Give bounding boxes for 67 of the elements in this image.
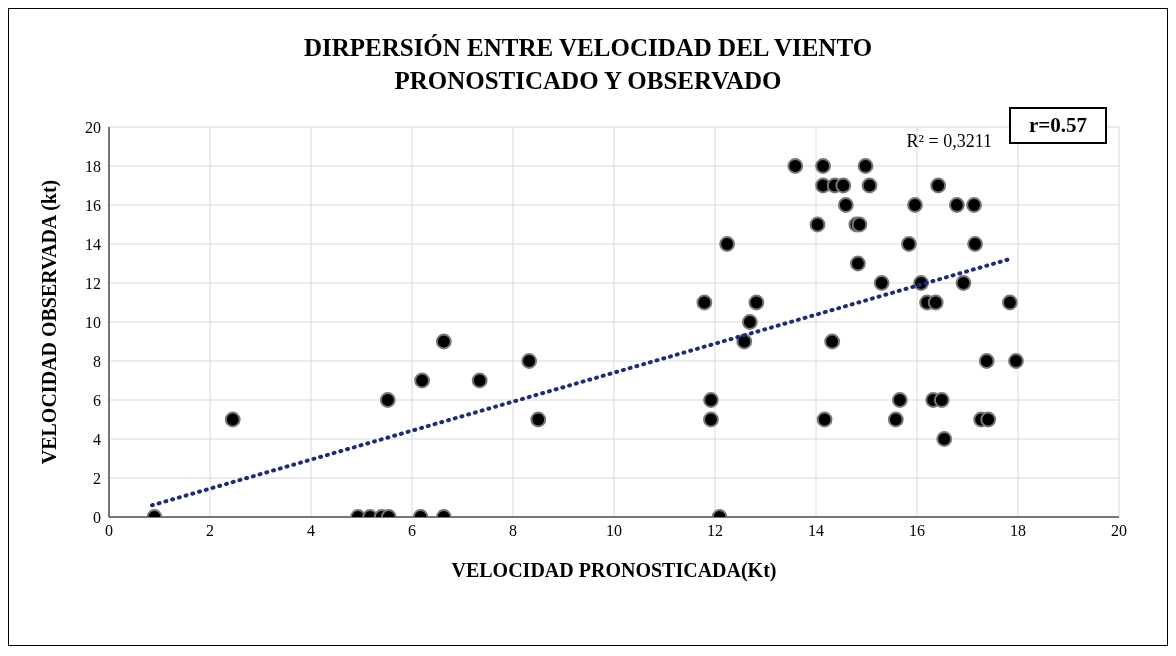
y-tick-label: 2 [93,469,101,487]
y-tick-label: 6 [93,391,101,409]
x-tick-label: 20 [1111,522,1127,540]
annotation: r=0.57 [1008,107,1107,144]
point [787,158,804,174]
point [1002,294,1018,311]
point [955,275,972,291]
point [930,177,947,194]
y-tick-label: 16 [85,196,101,214]
x-tick-label: 6 [408,522,416,540]
point [850,255,866,272]
y-tick-label: 4 [93,430,101,448]
point [887,411,904,428]
point [857,158,874,174]
point [471,372,488,389]
chart-title: DIRPERSIÓN ENTRE VELOCIDAD DEL VIENTO PRONOSTICADO Y OBSERVADO [302,33,874,96]
x-tick-label: 12 [707,522,723,540]
y-tick-label: 14 [85,235,101,253]
point [521,353,538,369]
point [824,333,841,350]
point [927,294,944,311]
point [907,197,923,213]
point [891,392,908,408]
point [748,294,765,311]
point [978,353,995,369]
point [966,197,982,213]
point [816,411,833,428]
point [530,411,547,428]
y-tick-label: 8 [93,352,101,370]
annotation: R² = 0,3211 [906,131,992,152]
x-tick-label: 14 [808,522,824,540]
point [719,236,736,252]
x-tick-label: 16 [909,522,925,540]
point [703,411,719,428]
point [901,236,917,252]
point [741,314,758,330]
x-tick-label: 4 [307,522,315,540]
point [861,177,878,194]
y-tick-label: 18 [85,157,101,175]
point [435,333,452,350]
x-tick-label: 2 [206,522,214,540]
point [815,158,831,174]
point [980,411,997,428]
y-tick-label: 20 [85,118,101,136]
point [835,177,852,194]
point [809,216,826,233]
x-axis-title: VELOCIDAD PRONOSTICADA(Kt) [451,559,777,582]
y-axis-title: VELOCIDAD OBSERVADA (kt) [38,179,62,465]
point [933,392,950,408]
point [379,392,396,408]
point [948,197,965,213]
point [1008,353,1024,369]
point [936,431,953,447]
point [967,236,983,252]
point [873,275,890,291]
point [414,372,431,389]
point [837,197,854,213]
x-tick-label: 0 [105,522,113,540]
x-tick-label: 8 [509,522,517,540]
y-tick-label: 10 [85,313,101,331]
y-tick-label: 0 [93,508,101,526]
y-tick-label: 12 [85,274,101,292]
x-tick-label: 10 [606,522,622,540]
point [224,411,241,428]
point [703,392,719,408]
x-tick-label: 18 [1010,522,1026,540]
point [696,294,713,311]
